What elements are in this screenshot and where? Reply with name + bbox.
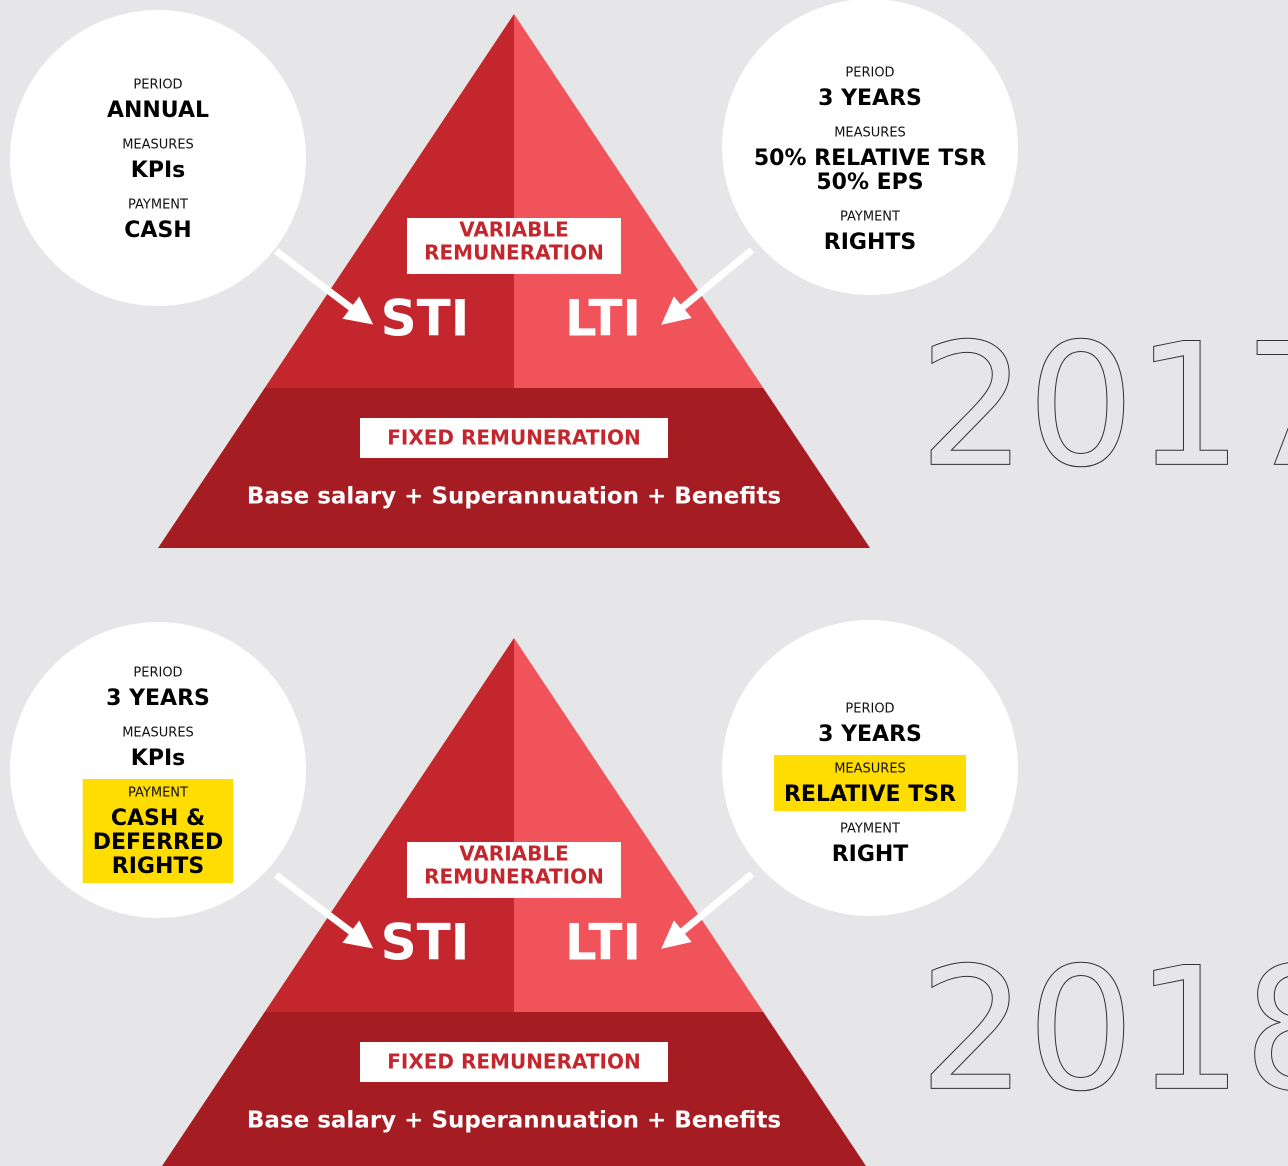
sti-arrow — [273, 872, 374, 949]
variable-box — [407, 218, 621, 274]
detail-label: MEASURES — [834, 762, 906, 777]
variable-label: VARIABLE — [459, 842, 569, 866]
variable-label: VARIABLE — [459, 218, 569, 242]
fixed-label: FIXED REMUNERATION — [387, 1050, 641, 1074]
fixed-section — [158, 388, 870, 548]
detail-value: 3 YEARS — [106, 686, 210, 711]
fixed-label: FIXED REMUNERATION — [387, 426, 641, 450]
sti-label: STI — [381, 290, 470, 348]
detail-label: PAYMENT — [128, 198, 188, 213]
detail-value: CASH — [124, 218, 191, 243]
detail-value: 50% EPS — [816, 170, 923, 195]
detail-value: RIGHTS — [824, 230, 916, 255]
year: 2017 — [919, 307, 1288, 505]
detail-group: PAYMENT CASH — [124, 198, 191, 244]
sti-label: STI — [381, 914, 470, 972]
highlight-box — [773, 755, 967, 811]
detail-label: MEASURES — [122, 726, 194, 741]
lti-arrow — [661, 247, 755, 325]
detail-label: PERIOD — [845, 702, 894, 717]
detail-group: MEASURES KPIs — [122, 138, 194, 184]
detail-label: PERIOD — [133, 78, 182, 93]
sti-section — [264, 14, 514, 388]
detail-label: PAYMENT — [128, 786, 188, 801]
highlight-box — [82, 779, 234, 883]
detail-value: 50% RELATIVE TSR — [754, 146, 986, 171]
detail-label: MEASURES — [122, 138, 194, 153]
detail-value: 3 YEARS — [818, 86, 922, 111]
detail-group: MEASURES RELATIVE TSR — [773, 755, 967, 811]
detail-label: PERIOD — [845, 66, 894, 81]
detail-value: DEFERRED — [93, 830, 224, 855]
lti-circle — [722, 0, 1018, 295]
detail-value: ANNUAL — [107, 98, 209, 123]
detail-label: PAYMENT — [840, 210, 900, 225]
detail-value: RIGHT — [832, 842, 909, 867]
detail-label: PAYMENT — [840, 822, 900, 837]
detail-group: PAYMENT RIGHT — [832, 822, 909, 868]
sti-arrow — [273, 248, 374, 325]
detail-group: PERIOD 3 YEARS — [106, 666, 210, 712]
lti-arrow — [661, 871, 755, 949]
detail-value: KPIs — [131, 746, 185, 771]
detail-value: 3 YEARS — [818, 722, 922, 747]
year: 2018 — [919, 931, 1288, 1129]
variable-label: REMUNERATION — [424, 865, 604, 889]
lti-label: LTI — [565, 290, 641, 348]
lti-section — [514, 638, 764, 1012]
detail-group: PERIOD ANNUAL — [107, 78, 209, 124]
lti-label: LTI — [565, 914, 641, 972]
detail-value: RIGHTS — [112, 854, 204, 879]
detail-label: MEASURES — [834, 126, 906, 141]
fixed-detail: Base salary + Superannuation + Benefits — [247, 1108, 781, 1134]
variable-box — [407, 842, 621, 898]
variable-label: REMUNERATION — [424, 241, 604, 265]
detail-label: PERIOD — [133, 666, 182, 681]
detail-value: KPIs — [131, 158, 185, 183]
fixed-section — [161, 1012, 866, 1166]
sti-section — [264, 638, 514, 1012]
fixed-box — [360, 418, 668, 458]
detail-group: PERIOD 3 YEARS — [818, 702, 922, 748]
detail-value: RELATIVE TSR — [784, 782, 956, 807]
detail-value: CASH & — [111, 806, 205, 831]
detail-group: PERIOD 3 YEARS — [818, 66, 922, 112]
fixed-detail: Base salary + Superannuation + Benefits — [247, 484, 781, 510]
detail-group: PAYMENT RIGHTS — [824, 210, 916, 256]
lti-section — [514, 14, 764, 388]
fixed-box — [360, 1042, 668, 1082]
sti-circle — [10, 10, 306, 306]
detail-group: MEASURES KPIs — [122, 726, 194, 772]
